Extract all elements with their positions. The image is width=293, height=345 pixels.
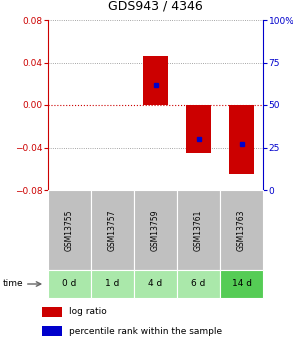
- Text: percentile rank within the sample: percentile rank within the sample: [69, 326, 222, 335]
- Text: GSM13755: GSM13755: [65, 209, 74, 251]
- Bar: [185, 105, 212, 153]
- Bar: [42, 326, 62, 336]
- Bar: [220, 270, 263, 298]
- Text: 6 d: 6 d: [191, 279, 206, 288]
- Bar: [177, 190, 220, 270]
- Bar: [229, 105, 254, 174]
- Bar: [91, 190, 134, 270]
- Bar: [42, 307, 62, 317]
- Text: 1 d: 1 d: [105, 279, 120, 288]
- Text: time: time: [3, 279, 23, 288]
- Bar: [134, 190, 177, 270]
- Bar: [220, 190, 263, 270]
- Text: 0 d: 0 d: [62, 279, 77, 288]
- Text: GDS943 / 4346: GDS943 / 4346: [108, 0, 203, 12]
- Bar: [48, 270, 91, 298]
- Text: GSM13761: GSM13761: [194, 209, 203, 251]
- Text: GSM13757: GSM13757: [108, 209, 117, 251]
- Bar: [143, 56, 168, 105]
- Text: GSM13759: GSM13759: [151, 209, 160, 251]
- Text: 4 d: 4 d: [148, 279, 163, 288]
- Text: 14 d: 14 d: [231, 279, 251, 288]
- Bar: [177, 270, 220, 298]
- Text: log ratio: log ratio: [69, 307, 107, 316]
- Bar: [134, 270, 177, 298]
- Bar: [48, 190, 91, 270]
- Text: GSM13763: GSM13763: [237, 209, 246, 251]
- Bar: [91, 270, 134, 298]
